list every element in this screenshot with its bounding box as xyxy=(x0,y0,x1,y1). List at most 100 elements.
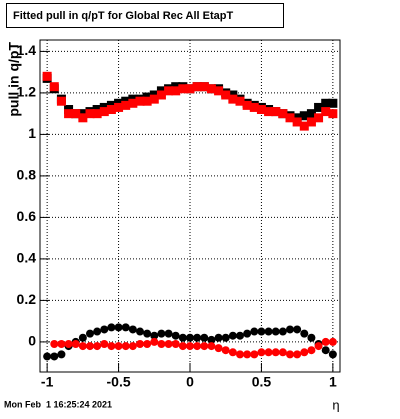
point xyxy=(228,94,238,104)
point xyxy=(286,325,294,334)
point xyxy=(106,105,116,115)
point xyxy=(278,327,287,336)
point xyxy=(164,339,173,348)
point xyxy=(199,82,209,92)
point xyxy=(128,342,137,351)
point xyxy=(271,107,281,117)
y-tick-label: 1.4 xyxy=(17,42,37,58)
point xyxy=(171,86,181,96)
point xyxy=(299,111,309,121)
point xyxy=(57,339,66,348)
point xyxy=(192,82,202,92)
point xyxy=(321,337,330,346)
point xyxy=(156,90,166,100)
point xyxy=(143,339,152,348)
point xyxy=(86,329,94,338)
point xyxy=(157,329,166,338)
point xyxy=(64,109,74,119)
y-tick-label: 1 xyxy=(28,125,36,141)
x-tick-label: -1 xyxy=(41,374,54,390)
point xyxy=(71,339,80,348)
point xyxy=(185,84,195,94)
point xyxy=(306,117,316,127)
point xyxy=(293,350,302,359)
point xyxy=(93,342,102,351)
point xyxy=(164,329,173,338)
point xyxy=(264,348,273,357)
point xyxy=(186,333,194,342)
point xyxy=(306,109,316,119)
point xyxy=(193,333,202,342)
point xyxy=(249,102,259,112)
point xyxy=(271,327,280,336)
footer-date: Mon Feb 1 16:25:24 2021 xyxy=(4,399,112,409)
point xyxy=(257,327,266,336)
point xyxy=(178,84,188,94)
x-axis-label: η xyxy=(332,397,339,412)
point xyxy=(93,327,102,336)
point xyxy=(100,339,109,348)
point xyxy=(136,327,144,336)
point xyxy=(114,342,123,351)
point xyxy=(121,342,130,351)
point xyxy=(57,350,66,359)
point xyxy=(193,342,202,351)
y-tick-label: 0.6 xyxy=(17,208,37,224)
point xyxy=(50,352,59,361)
point xyxy=(321,346,330,355)
y-tick-label: 1.2 xyxy=(17,84,37,100)
point xyxy=(143,329,152,338)
point xyxy=(99,107,109,117)
point xyxy=(164,86,174,96)
point xyxy=(150,331,159,340)
point xyxy=(256,105,266,115)
point xyxy=(228,348,237,357)
y-tick-label: 0.4 xyxy=(17,250,37,266)
point xyxy=(328,109,338,119)
point xyxy=(114,102,124,112)
point xyxy=(221,90,231,100)
y-tick-label: 0.8 xyxy=(17,167,37,183)
point xyxy=(307,346,316,355)
point xyxy=(78,342,87,351)
point xyxy=(214,86,224,96)
point xyxy=(78,333,87,342)
point xyxy=(271,348,280,357)
point xyxy=(71,109,81,119)
point xyxy=(300,348,309,357)
y-axis-label: pull in q/pT xyxy=(6,42,22,117)
point xyxy=(328,350,337,359)
y-tick-label: 0 xyxy=(28,333,36,349)
point xyxy=(264,327,273,336)
point xyxy=(114,323,123,332)
point xyxy=(236,350,244,359)
x-tick-label: 0 xyxy=(186,374,194,390)
point xyxy=(221,333,230,342)
x-tick-label: -0.5 xyxy=(107,374,131,390)
point xyxy=(186,342,194,351)
point xyxy=(293,325,302,334)
point xyxy=(286,350,294,359)
point xyxy=(278,348,287,357)
point xyxy=(314,342,323,351)
point xyxy=(121,100,131,110)
point xyxy=(42,71,52,81)
point xyxy=(243,329,252,338)
point xyxy=(200,342,209,351)
point xyxy=(78,113,88,123)
point xyxy=(236,331,244,340)
point xyxy=(242,100,252,110)
point xyxy=(207,335,216,344)
point xyxy=(64,339,73,348)
point xyxy=(149,94,159,104)
point xyxy=(278,109,288,119)
point xyxy=(221,346,230,355)
x-tick-label: 0.5 xyxy=(252,374,272,390)
point xyxy=(321,98,331,108)
point xyxy=(49,82,59,92)
point xyxy=(299,121,309,131)
point xyxy=(307,333,316,342)
point xyxy=(314,113,324,123)
point xyxy=(257,348,266,357)
